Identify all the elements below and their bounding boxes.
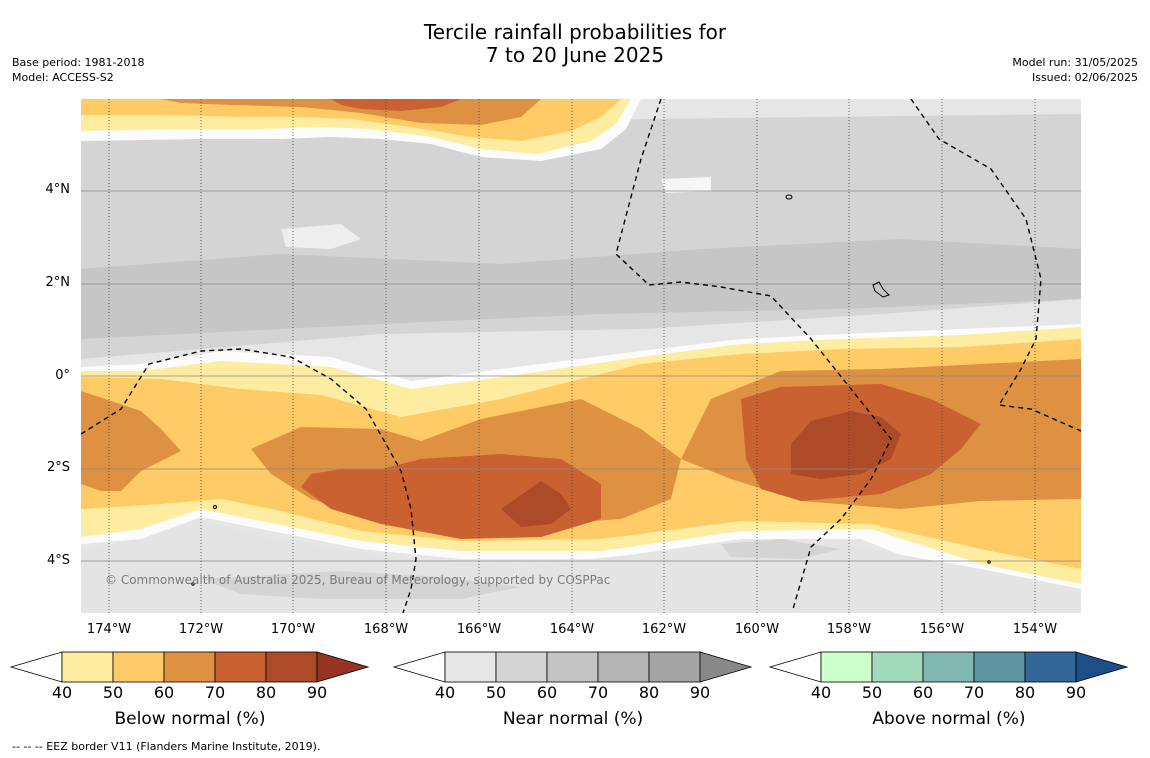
model-label: Model: ACCESS-S2 [12, 71, 114, 84]
colorbar-above [769, 651, 1129, 683]
lon-label-166w: 166°W [456, 622, 502, 637]
cb-below-tick-40: 40 [51, 683, 73, 702]
cb-near-tick-70: 70 [587, 683, 609, 702]
cb-above-tick-50: 50 [861, 683, 883, 702]
near-swatch-60 [546, 651, 599, 683]
below-normal-north-80 [161, 99, 541, 125]
probability-map: © Commonwealth of Australia 2025, Bureau… [81, 99, 1081, 613]
colorbar-below [10, 651, 370, 683]
colorbar-below-title: Below normal (%) [114, 709, 266, 729]
cb-near-tick-60: 60 [536, 683, 558, 702]
below-swatch-50 [112, 651, 165, 683]
near-normal-band-south-dark [201, 539, 841, 599]
lat-label-0: 0° [55, 368, 70, 383]
above-swatch-40 [820, 651, 873, 683]
model-run-label: Model run: 31/05/2025 [1012, 56, 1138, 69]
below-swatch-80 [265, 651, 318, 683]
issued-label: Issued: 02/06/2025 [1031, 71, 1138, 84]
near-swatch-70 [597, 651, 650, 683]
cb-below-tick-90: 90 [306, 683, 328, 702]
above-swatch-70 [973, 651, 1026, 683]
meta-right: Model run: 31/05/2025 Issued: 02/06/2025 [1012, 55, 1138, 85]
lon-label-154w: 154°W [1012, 622, 1058, 637]
colorbar-above-title: Above normal (%) [872, 709, 1026, 729]
lon-label-160w: 160°W [734, 622, 780, 637]
eez-legend-note: -- -- -- EEZ border V11 (Flanders Marine… [12, 740, 321, 753]
below-normal-north-90 [331, 99, 461, 111]
lon-label-162w: 162°W [641, 622, 687, 637]
near-extend-high [699, 651, 753, 683]
lat-label-2s: 2°S [46, 460, 70, 475]
cb-below-tick-80: 80 [255, 683, 277, 702]
copyright-notice: © Commonwealth of Australia 2025, Bureau… [105, 573, 610, 587]
above-extend-high [1075, 651, 1129, 683]
colorbar-near [393, 651, 753, 683]
lon-label-156w: 156°W [919, 622, 965, 637]
cb-near-tick-50: 50 [485, 683, 507, 702]
base-period-label: Base period: 1981-2018 [12, 56, 145, 69]
near-normal-light-patch [281, 224, 361, 249]
below-extend-high [316, 651, 370, 683]
lat-label-2n: 2°N [45, 275, 71, 290]
near-swatch-50 [495, 651, 548, 683]
near-normal-band-mid [81, 239, 1081, 339]
islands [191, 194, 991, 586]
cb-above-tick-70: 70 [963, 683, 985, 702]
chart-title-line1: Tercile rainfall probabilities for [423, 20, 727, 44]
above-swatch-80 [1024, 651, 1077, 683]
lon-label-168w: 168°W [363, 622, 409, 637]
near-normal-light-patch-2 [661, 177, 711, 193]
below-swatch-60 [163, 651, 216, 683]
meta-left: Base period: 1981-2018 Model: ACCESS-S2 [12, 55, 144, 85]
lon-label-170w: 170°W [270, 622, 316, 637]
chart-title-line2: 7 to 20 June 2025 [485, 43, 665, 67]
cb-above-tick-40: 40 [810, 683, 832, 702]
above-swatch-50 [871, 651, 924, 683]
cb-below-tick-70: 70 [204, 683, 226, 702]
below-normal-band-90 [501, 411, 901, 527]
below-swatch-70 [214, 651, 267, 683]
lon-label-172w: 172°W [178, 622, 224, 637]
above-extend-low [769, 651, 822, 683]
cb-above-tick-60: 60 [912, 683, 934, 702]
cb-below-tick-60: 60 [153, 683, 175, 702]
eez-borders [81, 99, 1081, 613]
below-extend-low [10, 651, 63, 683]
near-swatch-40 [444, 651, 497, 683]
lon-label-174w: 174°W [86, 622, 132, 637]
cb-above-tick-90: 90 [1065, 683, 1087, 702]
lat-label-4n: 4°N [45, 182, 71, 197]
cb-above-tick-80: 80 [1014, 683, 1036, 702]
lat-label-4s: 4°S [46, 553, 70, 568]
lon-label-164w: 164°W [549, 622, 595, 637]
colorbar-near-title: Near normal (%) [502, 709, 644, 729]
lon-label-158w: 158°W [826, 622, 872, 637]
near-swatch-80 [648, 651, 701, 683]
below-swatch-40 [61, 651, 114, 683]
near-extend-low [393, 651, 446, 683]
above-swatch-60 [922, 651, 975, 683]
cb-near-tick-90: 90 [689, 683, 711, 702]
cb-below-tick-50: 50 [102, 683, 124, 702]
cb-near-tick-80: 80 [638, 683, 660, 702]
cb-near-tick-40: 40 [434, 683, 456, 702]
latitude-gridlines [81, 190, 1081, 562]
